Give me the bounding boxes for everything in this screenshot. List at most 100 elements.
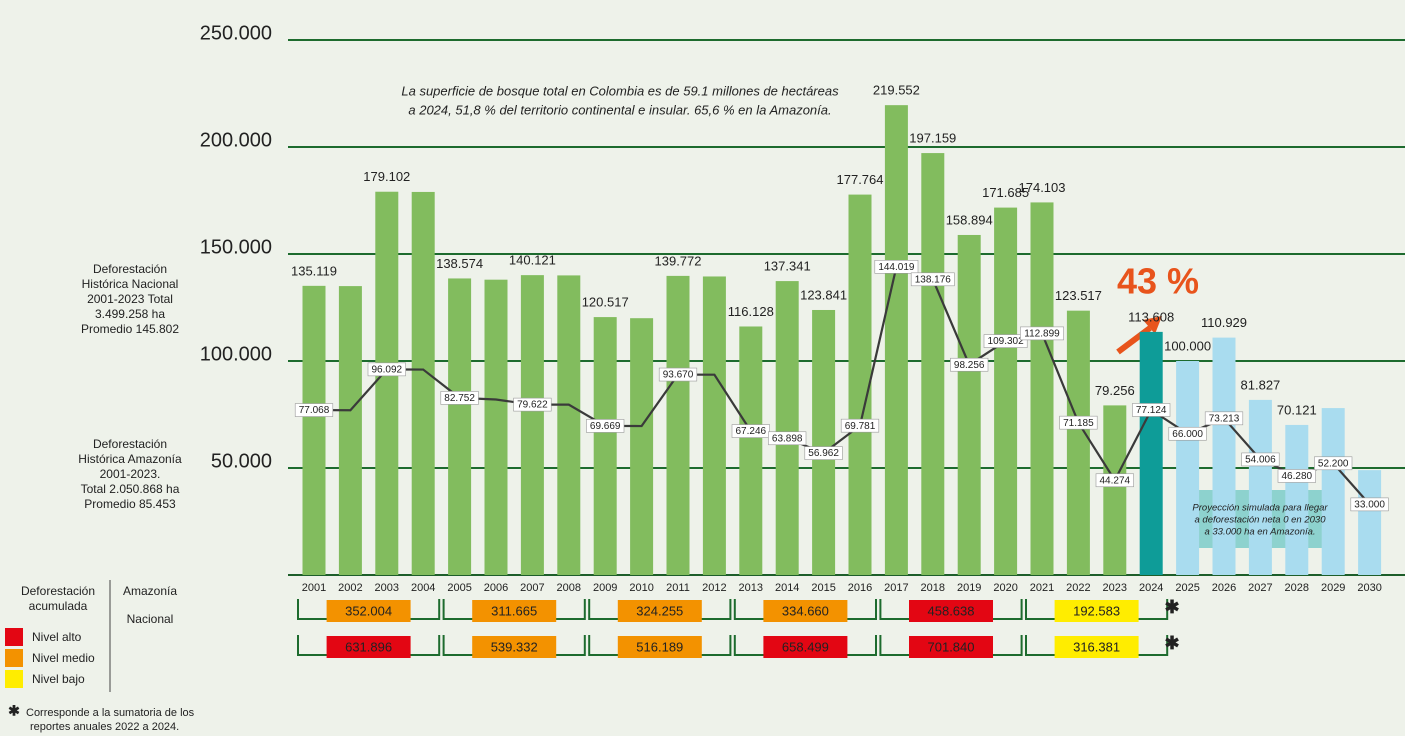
x-tick-label: 2029: [1321, 582, 1345, 594]
bar-value-label: 123.841: [800, 287, 847, 302]
x-tick-label: 2011: [666, 582, 690, 594]
amazon-summary: 2001-2023.: [100, 467, 161, 481]
row-label: Amazonía: [123, 584, 177, 598]
x-tick-label: 2005: [447, 582, 471, 594]
bar-value-label: 179.102: [363, 169, 410, 184]
star: ✱: [1164, 633, 1179, 653]
bar: [1067, 311, 1090, 575]
bar-value-label: 100.000: [1164, 338, 1211, 353]
bar: [958, 235, 981, 575]
x-tick-label: 2024: [1139, 582, 1163, 594]
y-tick-label: 50.000: [211, 450, 272, 472]
bar: [885, 105, 908, 575]
accumulated-value: 658.499: [782, 639, 829, 654]
chart: 50.000100.000150.000200.000250.000200120…: [0, 0, 1405, 736]
x-tick-label: 2028: [1285, 582, 1309, 594]
national-summary: Deforestación: [93, 262, 167, 276]
bar: [1031, 202, 1054, 575]
x-tick-label: 2004: [411, 582, 435, 594]
line-value-label: 82.752: [444, 393, 475, 404]
row-label: Nacional: [127, 612, 174, 626]
bar: [994, 208, 1017, 575]
accumulated-value: 316.381: [1073, 639, 1120, 654]
bar: [412, 192, 435, 575]
bar: [630, 318, 653, 575]
line-value-label: 69.781: [845, 421, 876, 432]
line-value-label: 66.000: [1172, 429, 1203, 440]
line-value-label: 71.185: [1063, 418, 1094, 429]
bar: [1285, 425, 1308, 575]
line-value-label: 44.274: [1100, 475, 1131, 486]
x-tick-label: 2009: [593, 582, 617, 594]
bar-value-label: 174.103: [1019, 180, 1066, 195]
line-value-label: 138.176: [915, 274, 952, 285]
x-tick-label: 2030: [1357, 582, 1381, 594]
footnote-star: ✱: [8, 703, 20, 719]
footnote: reportes anuales 2022 a 2024.: [30, 721, 179, 733]
bar: [739, 326, 762, 575]
bar: [1358, 470, 1381, 575]
line-value-label: 98.256: [954, 360, 985, 371]
y-tick-label: 250.000: [200, 22, 272, 44]
x-tick-label: 2025: [1175, 582, 1199, 594]
amazon-summary: Total 2.050.868 ha: [81, 482, 180, 496]
x-tick-label: 2015: [811, 582, 835, 594]
x-tick-label: 2019: [957, 582, 981, 594]
line-value-label: 69.669: [590, 421, 621, 432]
bar: [339, 286, 362, 575]
bar: [1249, 400, 1272, 575]
accumulated-value: 631.896: [345, 639, 392, 654]
line-value-label: 63.898: [772, 433, 803, 444]
accumulated-value: 352.004: [345, 603, 392, 618]
x-tick-label: 2020: [993, 582, 1017, 594]
bar-value-label: 110.929: [1201, 315, 1247, 330]
x-tick-label: 2027: [1248, 582, 1272, 594]
note: a 2024, 51,8 % del territorio continenta…: [408, 102, 831, 117]
star: ✱: [1164, 597, 1179, 617]
x-tick-label: 2021: [1030, 582, 1054, 594]
accumulated-title: Deforestación: [21, 584, 95, 598]
x-tick-label: 2018: [921, 582, 945, 594]
bar-value-label: 158.894: [946, 212, 993, 227]
line-value-label: 54.006: [1245, 455, 1276, 466]
accumulated-value: 458.638: [928, 603, 975, 618]
bar-value-label: 135.119: [291, 263, 337, 278]
line-value-label: 73.213: [1209, 413, 1240, 424]
bar-value-label: 137.341: [764, 259, 811, 274]
national-summary: 2001-2023 Total: [87, 292, 173, 306]
bar: [1213, 338, 1236, 575]
line-value-label: 109.302: [988, 336, 1025, 347]
amazon-summary: Deforestación: [93, 437, 167, 451]
line-value-label: 46.280: [1282, 471, 1313, 482]
bar-value-label: 177.764: [837, 172, 884, 187]
bar-value-label: 81.827: [1241, 377, 1281, 392]
x-tick-label: 2017: [884, 582, 908, 594]
bar: [448, 278, 471, 575]
x-tick-label: 2002: [338, 582, 362, 594]
national-summary: Histórica Nacional: [82, 277, 179, 291]
x-tick-label: 2023: [1103, 582, 1127, 594]
accumulated-value: 701.840: [928, 639, 975, 654]
y-tick-label: 150.000: [200, 236, 272, 258]
projection-note: a 33.000 ha en Amazonía.: [1204, 527, 1315, 538]
x-tick-label: 2012: [702, 582, 726, 594]
bar-value-label: 139.772: [655, 253, 702, 268]
line-value-label: 33.000: [1354, 500, 1385, 511]
bar: [667, 276, 690, 575]
accumulated-value: 334.660: [782, 603, 829, 618]
x-tick-label: 2001: [302, 582, 326, 594]
bar: [703, 276, 726, 575]
line-value-label: 144.019: [878, 262, 915, 273]
accumulated-value: 324.255: [636, 603, 683, 618]
note: La superficie de bosque total en Colombi…: [401, 83, 839, 98]
bar: [303, 286, 326, 575]
accumulated-value: 516.189: [636, 639, 683, 654]
bar: [1176, 361, 1199, 575]
projection-note: a deforestación neta 0 en 2030: [1195, 515, 1327, 526]
x-tick-label: 2022: [1066, 582, 1090, 594]
legend-swatch: [5, 649, 23, 667]
line-value-label: 77.068: [299, 405, 330, 416]
bar: [1103, 405, 1126, 575]
legend-label: Nivel bajo: [32, 672, 85, 686]
legend-label: Nivel alto: [32, 630, 82, 644]
